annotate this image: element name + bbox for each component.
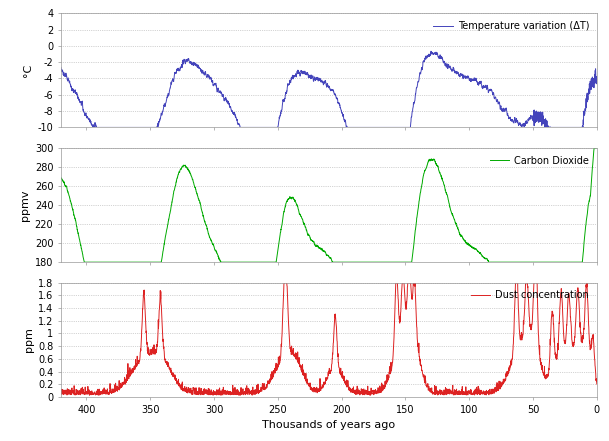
Dust concentration <box>118 384 125 389</box>
Line: Temperature variation (ΔT): Temperature variation (ΔT) <box>61 51 597 127</box>
Dust concentration <box>593 381 600 387</box>
Y-axis label: ppmv: ppmv <box>21 189 30 221</box>
Temperature variation (ΔT) <box>286 79 294 85</box>
Dust concentration <box>263 383 270 388</box>
Legend: Temperature variation (ΔT): Temperature variation (ΔT) <box>431 18 592 34</box>
Dust concentration <box>280 280 287 285</box>
Temperature variation (ΔT) <box>57 65 65 70</box>
Carbon Dioxide <box>583 217 590 222</box>
Y-axis label: ppm: ppm <box>24 327 33 352</box>
Temperature variation (ΔT) <box>150 125 158 130</box>
Line: Dust concentration: Dust concentration <box>61 283 597 395</box>
Temperature variation (ΔT) <box>89 125 96 130</box>
Legend: Carbon Dioxide: Carbon Dioxide <box>487 153 592 168</box>
Dust concentration <box>150 351 158 356</box>
Dust concentration <box>57 389 65 394</box>
Carbon Dioxide <box>263 259 270 265</box>
Carbon Dioxide <box>591 146 598 151</box>
Y-axis label: °C: °C <box>23 64 33 77</box>
Temperature variation (ΔT) <box>119 125 126 130</box>
Dust concentration <box>209 392 217 398</box>
Carbon Dioxide <box>119 259 126 265</box>
X-axis label: Thousands of years ago: Thousands of years ago <box>262 420 395 430</box>
Carbon Dioxide <box>593 146 600 151</box>
Carbon Dioxide <box>286 194 294 199</box>
Carbon Dioxide <box>150 259 158 265</box>
Dust concentration <box>525 308 532 313</box>
Dust concentration <box>583 282 590 288</box>
Temperature variation (ΔT) <box>583 98 590 103</box>
Legend: Dust concentration: Dust concentration <box>468 288 592 303</box>
Temperature variation (ΔT) <box>593 80 600 85</box>
Dust concentration <box>286 345 294 350</box>
Temperature variation (ΔT) <box>428 49 435 54</box>
Carbon Dioxide <box>525 259 532 265</box>
Temperature variation (ΔT) <box>525 116 532 121</box>
Carbon Dioxide <box>81 259 88 265</box>
Line: Carbon Dioxide: Carbon Dioxide <box>61 148 597 262</box>
Temperature variation (ΔT) <box>263 125 270 130</box>
Carbon Dioxide <box>57 176 65 181</box>
